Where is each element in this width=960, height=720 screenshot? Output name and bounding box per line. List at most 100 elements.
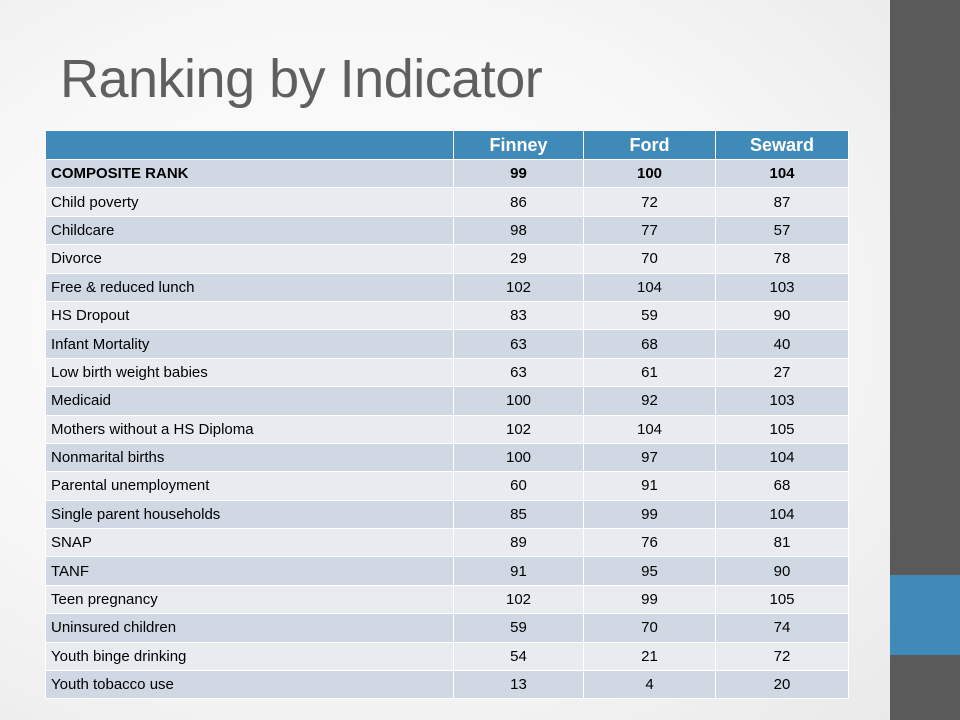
slide-title: Ranking by Indicator [60,49,543,109]
finney-cell: 100 [453,442,584,473]
row-label-cell: Childcare [45,215,454,246]
seward-cell: 90 [715,556,849,586]
table-row: Medicaid 100 92 103 [45,386,849,416]
ford-cell: 97 [583,442,716,473]
ford-cell: 91 [583,471,716,501]
finney-cell: 60 [453,471,584,501]
ford-cell: 61 [583,357,716,388]
ford-cell: 95 [583,556,716,586]
seward-cell: 20 [715,670,849,700]
finney-cell: 63 [453,329,584,359]
finney-cell: 63 [453,357,584,388]
composite-rank-row: COMPOSITE RANK 99 100 104 [45,158,849,189]
ford-cell: 4 [583,670,716,700]
row-label-cell: Youth binge drinking [45,641,454,672]
table-row: Low birth weight babies 63 61 27 [45,357,849,388]
finney-cell: 102 [453,584,584,615]
header-cell-label [45,130,454,160]
row-label-cell: Uninsured children [45,613,454,643]
seward-cell: 72 [715,641,849,672]
row-label-cell: Mothers without a HS Diploma [45,414,454,444]
ford-cell: 72 [583,187,716,217]
table-row: HS Dropout 83 59 90 [45,300,849,331]
ford-cell: 77 [583,215,716,246]
finney-cell: 13 [453,670,584,700]
table-row: Divorce 29 70 78 [45,244,849,274]
seward-cell: 105 [715,584,849,615]
header-cell-finney: Finney [453,130,584,160]
seward-cell: 68 [715,471,849,501]
table-row: Single parent households 85 99 104 [45,499,849,530]
row-label-cell: Free & reduced lunch [45,272,454,302]
row-label-cell: Parental unemployment [45,471,454,501]
ranking-table: Finney Ford Seward COMPOSITE RANK 99 100 10… [45,130,849,700]
ford-cell: 21 [583,641,716,672]
finney-cell: 91 [453,556,584,586]
row-label-cell: Teen pregnancy [45,584,454,615]
table-row: Uninsured children 59 70 74 [45,613,849,643]
ford-cell: 68 [583,329,716,359]
row-label-cell: Divorce [45,244,454,274]
finney-cell: 102 [453,272,584,302]
side-accent-block [890,575,960,655]
row-label-cell: Youth tobacco use [45,670,454,700]
seward-cell: 81 [715,528,849,558]
row-label-cell: SNAP [45,528,454,558]
ford-cell: 104 [583,272,716,302]
table-row: Teen pregnancy 102 99 105 [45,584,849,615]
seward-cell: 104 [715,442,849,473]
row-label-cell: Low birth weight babies [45,357,454,388]
seward-cell: 40 [715,329,849,359]
seward-cell: 27 [715,357,849,388]
ford-cell: 70 [583,613,716,643]
seward-cell: 104 [715,499,849,530]
seward-cell: 90 [715,300,849,331]
table-row: Free & reduced lunch 102 104 103 [45,272,849,302]
ford-cell: 76 [583,528,716,558]
finney-cell: 100 [453,386,584,416]
row-label-cell: HS Dropout [45,300,454,331]
table-row: Child poverty 86 72 87 [45,187,849,217]
row-label-cell: Child poverty [45,187,454,217]
finney-cell: 59 [453,613,584,643]
finney-cell: 102 [453,414,584,444]
finney-cell: 54 [453,641,584,672]
table-row: Mothers without a HS Diploma 102 104 105 [45,414,849,444]
table-header-row: Finney Ford Seward [45,130,849,160]
ford-cell: 59 [583,300,716,331]
seward-cell: 87 [715,187,849,217]
finney-cell: 83 [453,300,584,331]
table-row: Youth tobacco use 13 4 20 [45,670,849,700]
row-label-cell: Infant Mortality [45,329,454,359]
finney-cell: 98 [453,215,584,246]
table-row: Childcare 98 77 57 [45,215,849,246]
table-row: Youth binge drinking 54 21 72 [45,641,849,672]
row-label-cell: Single parent households [45,499,454,530]
seward-cell: 103 [715,272,849,302]
table-row: Infant Mortality 63 68 40 [45,329,849,359]
row-label-cell: COMPOSITE RANK [45,158,454,189]
ford-cell: 104 [583,414,716,444]
ford-cell: 92 [583,386,716,416]
table-row: Parental unemployment 60 91 68 [45,471,849,501]
seward-cell: 103 [715,386,849,416]
header-cell-seward: Seward [715,130,849,160]
seward-cell: 74 [715,613,849,643]
table-row: TANF 91 95 90 [45,556,849,586]
finney-cell: 85 [453,499,584,530]
finney-cell: 99 [453,158,584,189]
row-label-cell: TANF [45,556,454,586]
seward-cell: 57 [715,215,849,246]
table-row: SNAP 89 76 81 [45,528,849,558]
finney-cell: 89 [453,528,584,558]
finney-cell: 86 [453,187,584,217]
seward-cell: 104 [715,158,849,189]
ford-cell: 70 [583,244,716,274]
ford-cell: 100 [583,158,716,189]
seward-cell: 78 [715,244,849,274]
ford-cell: 99 [583,584,716,615]
seward-cell: 105 [715,414,849,444]
finney-cell: 29 [453,244,584,274]
table-row: Nonmarital births 100 97 104 [45,442,849,473]
header-cell-ford: Ford [583,130,716,160]
